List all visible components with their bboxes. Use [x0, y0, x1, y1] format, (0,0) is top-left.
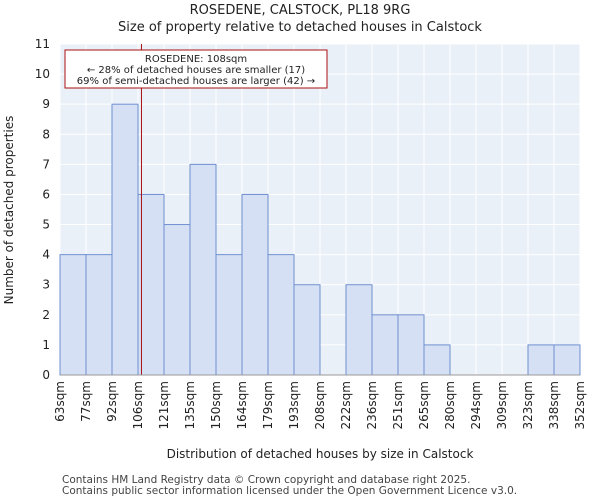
x-tick-label: 150sqm — [209, 381, 223, 429]
annotation-line-2: ← 28% of detached houses are smaller (17… — [87, 65, 305, 76]
x-tick-label: 179sqm — [261, 381, 275, 429]
x-tick-label: 208sqm — [313, 381, 327, 429]
y-tick-label: 10 — [35, 67, 50, 81]
x-tick-label: 338sqm — [547, 381, 561, 429]
histogram-bar — [85, 254, 113, 376]
x-tick-label: 121sqm — [157, 381, 171, 429]
y-axis-label: Number of detached properties — [2, 116, 16, 305]
y-tick-label: 2 — [42, 308, 50, 322]
x-tick-label: 135sqm — [183, 381, 197, 429]
histogram-bar — [111, 103, 139, 376]
x-tick-label: 63sqm — [53, 381, 67, 422]
x-axis-label: Distribution of detached houses by size … — [167, 447, 474, 461]
histogram-bar — [345, 284, 373, 376]
histogram-bar — [371, 314, 399, 376]
x-tick-label: 92sqm — [105, 381, 119, 422]
x-tick-labels: 63sqm 77sqm 92sqm 106sqm 121sqm 135sqm 150sqm 1… — [53, 381, 587, 429]
x-tick-label: 309sqm — [495, 381, 509, 429]
bars — [59, 103, 581, 376]
y-tick-label: 9 — [42, 97, 50, 111]
x-tick-label: 106sqm — [131, 381, 145, 429]
x-tick-label: 265sqm — [417, 381, 431, 429]
x-tick-label: 352sqm — [573, 381, 587, 429]
annotation-box — [64, 49, 328, 89]
histogram-bar — [163, 224, 191, 376]
y-tick-labels: 0 1 2 3 4 5 6 7 8 9 10 11 — [35, 37, 50, 382]
marker: ROSEDENE: 108sqm ← 28% of detached house… — [64, 44, 328, 375]
histogram-bar — [423, 344, 451, 376]
histogram-bar — [397, 314, 425, 376]
x-tick-label: 294sqm — [469, 381, 483, 429]
chart-subtitle: Size of property relative to detached ho… — [118, 20, 482, 35]
y-tick-label: 6 — [42, 187, 50, 201]
x-tick-label: 77sqm — [79, 381, 93, 422]
x-tick-label: 323sqm — [521, 381, 535, 429]
x-tick-label: 236sqm — [365, 381, 379, 429]
y-tick-label: 4 — [42, 248, 50, 262]
histogram-bar — [267, 254, 295, 376]
footer-credit-line-2: Contains public sector information licen… — [62, 485, 518, 497]
chart-title: ROSEDENE, CALSTOCK, PL18 9RG — [189, 3, 411, 18]
histogram-bar — [215, 254, 243, 376]
histogram-bar — [59, 254, 87, 376]
histogram-bar — [189, 163, 217, 376]
histogram-bar — [293, 284, 321, 376]
x-tick-label: 280sqm — [443, 381, 457, 429]
y-tick-label: 8 — [42, 127, 50, 141]
x-tick-label: 251sqm — [391, 381, 405, 429]
x-tick-label: 222sqm — [339, 381, 353, 429]
histogram-bar — [137, 193, 165, 376]
y-tick-label: 1 — [42, 338, 50, 352]
x-tick-label: 164sqm — [235, 381, 249, 429]
annotation-line-1: ROSEDENE: 108sqm — [145, 54, 247, 65]
histogram-bar — [553, 344, 581, 376]
histogram-bar — [527, 344, 555, 376]
y-tick-label: 3 — [42, 278, 50, 292]
footer-credit-line-1: Contains HM Land Registry data © Crown c… — [62, 474, 471, 486]
annotation-line-3: 69% of semi-detached houses are larger (… — [77, 76, 315, 87]
y-tick-label: 0 — [42, 368, 50, 382]
y-tick-label: 7 — [42, 157, 50, 171]
y-tick-label: 5 — [42, 218, 50, 232]
histogram-bar — [241, 193, 269, 376]
x-tick-label: 193sqm — [287, 381, 301, 429]
y-tick-label: 11 — [35, 37, 50, 51]
